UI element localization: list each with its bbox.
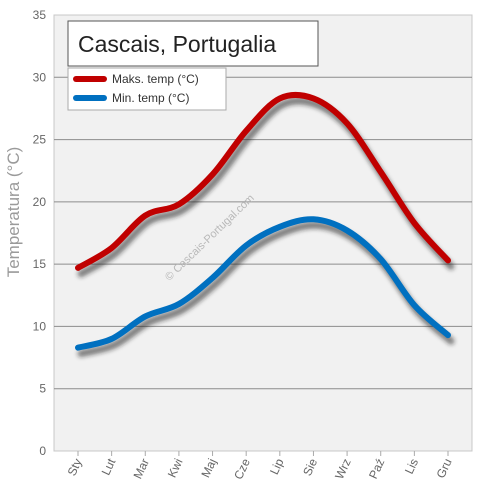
x-tick-label: Lis [402,456,421,476]
gridlines [54,76,472,390]
data-point [413,304,416,307]
x-tick-label: Gru [434,456,455,480]
data-point [211,173,214,176]
x-tick-label: Wrz [332,456,354,481]
chart-title-box: Cascais, Portugalia [67,20,319,67]
data-point [379,258,382,261]
x-tick-label: Paź [366,456,387,481]
data-point [245,129,248,132]
legend-label: Min. temp (°C) [112,91,189,105]
data-point [110,337,113,340]
x-tick-label: Sie [300,456,320,478]
x-tick-label: Lip [267,456,287,477]
data-point [312,218,315,221]
x-tick-label: Mar [131,456,152,481]
data-point [177,203,180,206]
x-tick-label: Cze [231,456,253,482]
series-line-1 [75,216,451,351]
legend-label: Maks. temp (°C) [112,72,199,86]
data-point [447,334,450,337]
y-axis-ticks: 0 5 10 15 20 25 30 35 [33,8,47,458]
data-point [312,97,315,100]
data-point [110,246,113,249]
x-tick-label: Sty [65,456,85,478]
data-point [77,346,80,349]
data-point [379,170,382,173]
data-point [278,97,281,100]
y-tick-label: 25 [33,133,47,147]
legend: Maks. temp (°C) Min. temp (°C) [67,67,227,111]
y-tick-label: 20 [33,195,47,209]
data-point [77,266,80,269]
y-tick-label: 30 [33,70,47,84]
x-tick-label: Maj [198,456,219,479]
series-lines [75,91,455,358]
chart-title: Cascais, Portugalia [78,31,276,57]
data-point [245,244,248,247]
data-point [211,276,214,279]
y-tick-label: 35 [33,8,47,22]
y-tick-label: 10 [33,319,47,333]
series-line-0 [75,91,451,271]
data-point [447,259,450,262]
data-point [346,122,349,125]
data-point [278,225,281,228]
x-axis-ticks: Sty Lut Mar Kwi Maj Cze Lip Sie Wrz Paź Lis Gru [65,451,455,482]
data-point [346,229,349,232]
data-point [144,214,147,217]
data-point [144,315,147,318]
x-tick-label: Kwi [165,456,186,479]
y-tick-label: 0 [39,444,46,458]
data-point [177,303,180,306]
y-tick-label: 15 [33,257,47,271]
y-axis-label: Temperatura (°C) [4,147,23,278]
y-tick-label: 5 [39,382,46,396]
data-point [413,222,416,225]
x-tick-label: Lut [99,456,119,478]
